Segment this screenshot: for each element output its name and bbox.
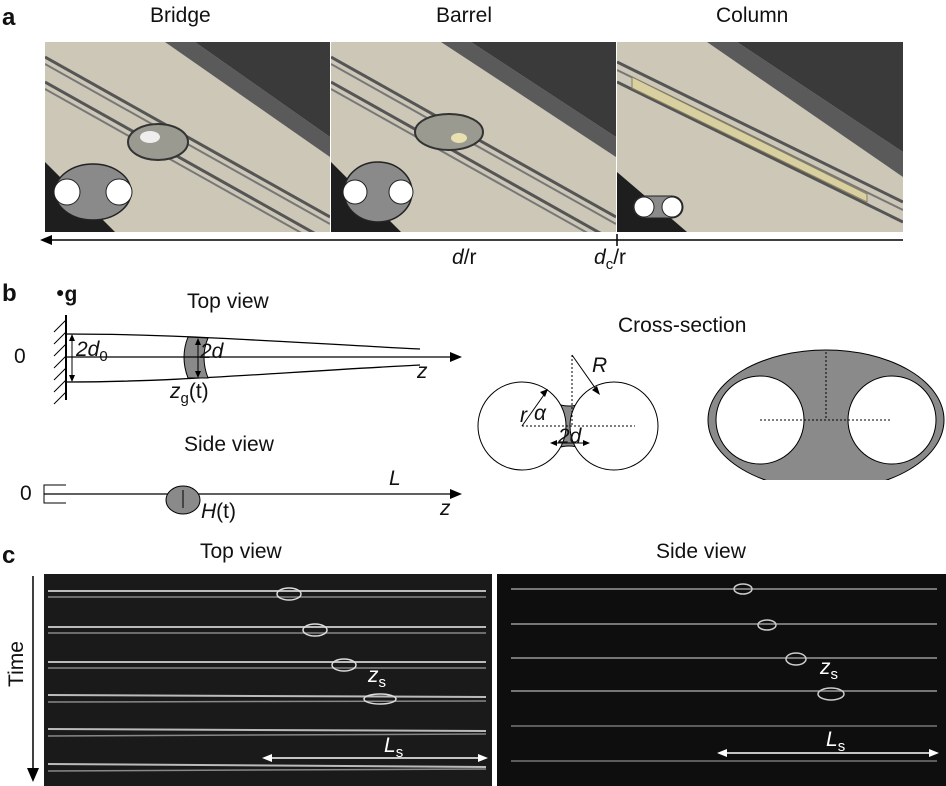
- zg-label: zg(t): [170, 380, 209, 407]
- barrel-photo: [331, 42, 616, 232]
- Ht-label: H(t): [201, 500, 236, 523]
- side-z-label: z: [440, 497, 451, 520]
- d-over-r-label: d/r: [452, 246, 477, 269]
- b-top-view-title: Top view: [187, 290, 269, 313]
- gravity-label: ●g: [56, 283, 78, 306]
- panel-b-letter: b: [2, 280, 17, 307]
- c-top-view-image: [44, 574, 492, 786]
- L-label: L: [389, 467, 401, 490]
- c-top-view-title: Top view: [200, 540, 282, 563]
- bridge-title: Bridge: [150, 4, 211, 27]
- top-zero-label: 0: [14, 345, 26, 368]
- c-top-Ls-label: Ls: [384, 734, 404, 761]
- cross-section-title: Cross-section: [618, 314, 747, 337]
- dc-over-r-label: dc/r: [594, 246, 627, 273]
- two-d0-label: 2d0: [76, 338, 108, 365]
- c-top-zs-label: zs: [368, 664, 386, 691]
- c-side-view-image: [497, 574, 946, 786]
- top-z-label: z: [417, 360, 428, 383]
- c-side-Ls-label: Ls: [826, 728, 846, 755]
- c-side-view-title: Side view: [656, 540, 746, 563]
- time-arrow: [27, 576, 39, 782]
- panel-a-letter: a: [2, 4, 16, 31]
- time-label: Time: [4, 641, 28, 687]
- two-d-label: 2d: [200, 340, 224, 363]
- R-label: R: [592, 354, 608, 377]
- column-title: Column: [716, 4, 789, 27]
- column-photo: [617, 42, 903, 232]
- side-view-diagram: [43, 484, 462, 515]
- barrel-title: Barrel: [436, 4, 493, 27]
- side-zero-label: 0: [20, 482, 32, 505]
- panel-c-letter: c: [2, 542, 16, 569]
- c-side-zs-label: zs: [820, 656, 838, 683]
- r-label: r: [520, 404, 527, 427]
- alpha-label: α: [534, 402, 546, 425]
- cs-two-d-label: 2d: [558, 425, 582, 448]
- bridge-photo: [45, 42, 330, 232]
- cross-section-diagrams: [477, 349, 945, 480]
- panel-a-axis-arrow: [40, 234, 903, 246]
- b-side-view-title: Side view: [184, 433, 274, 456]
- top-view-diagram: [53, 315, 462, 405]
